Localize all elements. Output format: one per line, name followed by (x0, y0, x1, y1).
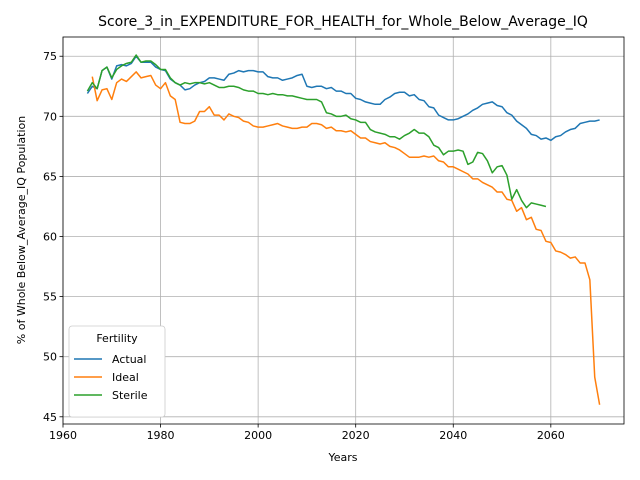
y-tick-label: 50 (43, 351, 57, 364)
legend-title: Fertility (96, 332, 138, 345)
plot-area-frame (62, 36, 625, 425)
x-tick-label: 1960 (49, 429, 77, 442)
y-tick-label: 60 (43, 231, 57, 244)
x-tick-label: 1980 (147, 429, 175, 442)
x-axis-label: Years (327, 451, 357, 464)
series-line-sterile (86, 54, 547, 209)
x-tick-label: 2020 (342, 429, 370, 442)
chart-title: Score_3_in_EXPENDITURE_FOR_HEALTH_for_Wh… (98, 14, 588, 30)
x-tick-label: 2060 (537, 429, 565, 442)
legend-label-sterile: Sterile (112, 389, 148, 402)
y-tick-label: 45 (43, 411, 57, 424)
y-axis-ticks: 45 50 55 60 65 70 75 (43, 50, 63, 424)
legend: Fertility Actual Ideal Sterile (68, 325, 166, 418)
legend-label-ideal: Ideal (112, 371, 139, 384)
y-axis-label: % of Whole Below_Average_IQ Population (15, 116, 28, 344)
x-tick-label: 2000 (244, 429, 272, 442)
legend-label-actual: Actual (112, 353, 146, 366)
y-tick-label: 70 (43, 110, 57, 123)
legend-items: Actual Ideal Sterile (74, 353, 148, 402)
y-tick-label: 55 (43, 291, 57, 304)
y-tick-label: 75 (43, 50, 57, 63)
x-tick-label: 2040 (439, 429, 467, 442)
y-tick-label: 65 (43, 170, 57, 183)
series-lines (86, 54, 601, 405)
series-line-ideal (91, 71, 601, 405)
x-axis-ticks: 1960 1980 2000 2020 2040 2060 (49, 424, 565, 442)
